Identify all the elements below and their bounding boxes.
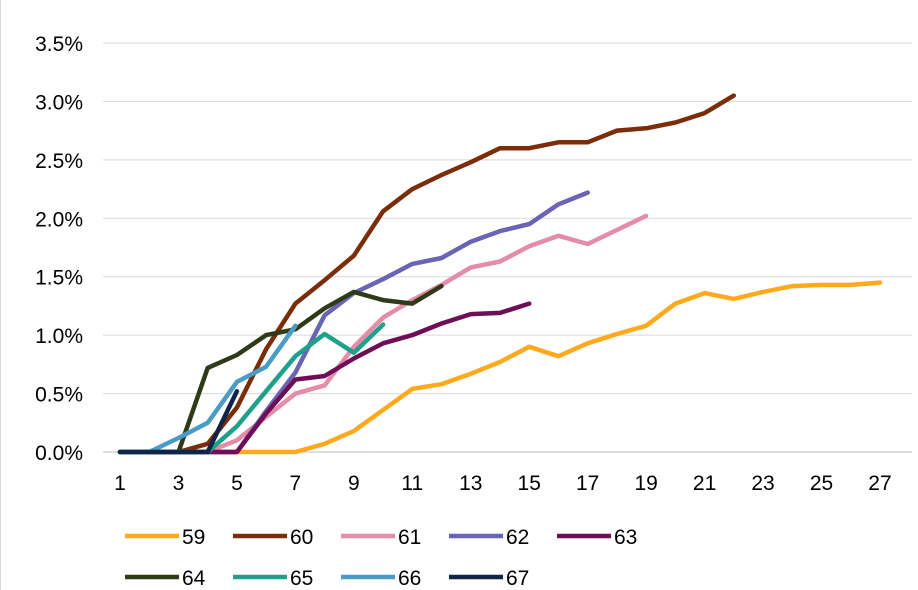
x-tick-label: 7 xyxy=(290,472,302,495)
x-tick-label: 3 xyxy=(173,472,185,495)
legend-label: 63 xyxy=(614,526,637,549)
x-tick-label: 11 xyxy=(401,472,423,495)
x-tick-label: 21 xyxy=(693,472,716,495)
y-tick-label: 3.0% xyxy=(35,91,83,114)
series-line-61 xyxy=(117,213,649,455)
legend-label: 62 xyxy=(506,526,529,549)
legend-item-61: 61 xyxy=(341,526,421,549)
series-line-59 xyxy=(117,280,883,455)
x-tick-label: 17 xyxy=(576,472,599,495)
y-tick-label: 1.0% xyxy=(35,325,83,348)
y-axis-tick-labels: 0.0% 0.5% 1.0% 1.5% 2.0% 2.5% 3.0% 3.5% xyxy=(35,33,83,465)
legend-label: 66 xyxy=(398,567,421,590)
legend-item-65: 65 xyxy=(233,567,313,590)
x-tick-label: 13 xyxy=(459,472,482,495)
y-tick-label: 0.5% xyxy=(35,384,83,407)
x-tick-label: 23 xyxy=(751,472,774,495)
legend-label: 67 xyxy=(506,567,529,590)
series-lines xyxy=(117,93,883,455)
x-tick-label: 15 xyxy=(518,472,541,495)
series-line-67 xyxy=(117,388,240,455)
x-axis-tick-labels: 1 3 5 7 9 11 13 15 17 19 21 23 25 27 xyxy=(114,472,892,495)
legend-item-63: 63 xyxy=(557,526,637,549)
x-tick-label: 27 xyxy=(868,472,891,495)
x-tick-label: 1 xyxy=(114,472,126,495)
legend-item-64: 64 xyxy=(125,567,206,590)
legend-item-60: 60 xyxy=(233,526,313,549)
legend-item-62: 62 xyxy=(449,526,529,549)
legend-item-66: 66 xyxy=(341,567,421,590)
series-line-60 xyxy=(117,93,737,455)
legend-item-67: 67 xyxy=(449,567,529,590)
x-tick-label: 19 xyxy=(634,472,657,495)
left-border xyxy=(0,0,1,590)
legend: 59 60 61 62 63 64 65 66 67 xyxy=(125,526,637,590)
y-tick-label: 3.5% xyxy=(35,33,83,56)
x-tick-label: 9 xyxy=(348,472,360,495)
y-tick-label: 2.5% xyxy=(35,150,83,173)
x-tick-label: 25 xyxy=(810,472,833,495)
legend-label: 65 xyxy=(290,567,313,590)
legend-label: 61 xyxy=(398,526,421,549)
legend-label: 64 xyxy=(182,567,206,590)
legend-label: 59 xyxy=(182,526,205,549)
y-tick-label: 2.0% xyxy=(35,208,83,231)
legend-item-59: 59 xyxy=(125,526,205,549)
x-tick-label: 5 xyxy=(231,472,243,495)
y-tick-label: 1.5% xyxy=(35,267,83,290)
legend-label: 60 xyxy=(290,526,313,549)
gridlines xyxy=(103,42,912,453)
series-line-63 xyxy=(117,301,532,455)
y-tick-label: 0.0% xyxy=(35,442,83,465)
